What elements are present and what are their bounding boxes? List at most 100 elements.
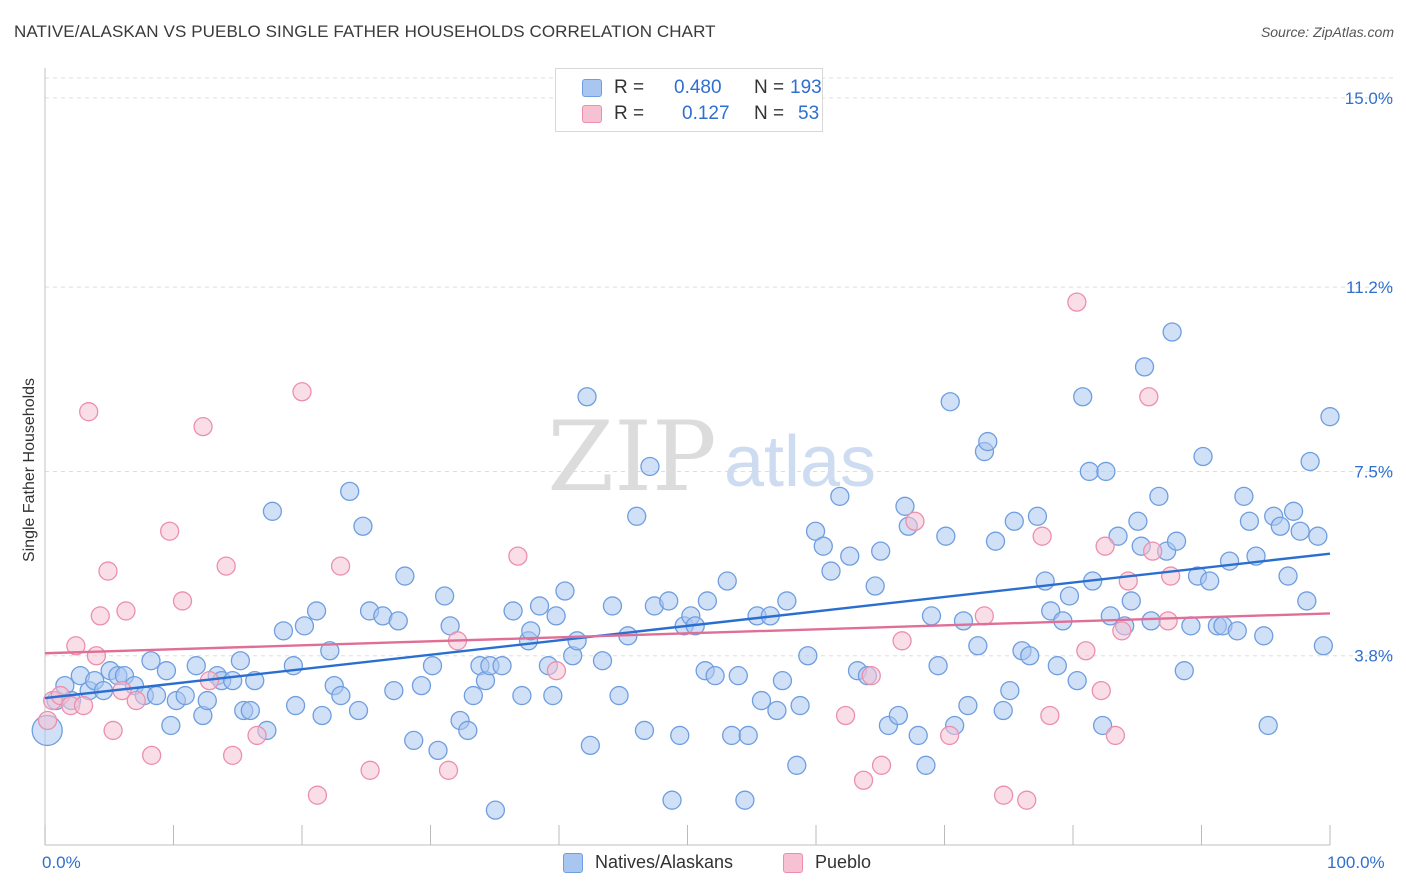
point-natives-alaskans <box>928 656 948 676</box>
point-natives-alaskans <box>1193 446 1213 467</box>
point-pueblo <box>835 705 856 726</box>
point-natives-alaskans <box>1181 616 1201 636</box>
point-natives-alaskans <box>262 501 283 521</box>
point-natives-alaskans <box>1027 506 1048 526</box>
point-natives-alaskans <box>830 486 850 507</box>
y-tick-label: 15.0% <box>1345 89 1393 108</box>
point-natives-alaskans <box>953 611 974 631</box>
point-natives-alaskans <box>813 536 833 556</box>
legend-r-value: 0.127 <box>682 103 730 124</box>
point-pueblo <box>360 760 380 780</box>
point-natives-alaskans <box>411 675 432 696</box>
point-natives-alaskans <box>353 516 373 536</box>
point-natives-alaskans <box>1059 586 1080 606</box>
point-pueblo <box>939 725 960 746</box>
y-axis-label: Single Father Households <box>21 377 38 563</box>
point-natives-alaskans <box>230 651 251 671</box>
point-natives-alaskans <box>1096 461 1116 482</box>
point-pueblo <box>126 690 146 711</box>
legend-n-value: 53 <box>798 103 820 124</box>
point-natives-alaskans <box>728 666 748 686</box>
legend-r-label: R = <box>614 77 645 98</box>
legend-r-value: 0.480 <box>674 77 722 98</box>
legend-r-label: R = <box>614 103 645 124</box>
trend-lines <box>44 552 1331 700</box>
bottom-legend-swatch-pueblo <box>783 853 803 873</box>
point-pueblo <box>1112 621 1132 641</box>
watermark-atlas: atlas <box>724 422 876 502</box>
point-natives-alaskans <box>512 685 532 706</box>
point-pueblo <box>1017 790 1037 810</box>
point-pueblo <box>1076 641 1096 661</box>
point-pueblo <box>1095 536 1115 556</box>
point-natives-alaskans <box>463 685 483 706</box>
point-pueblo <box>1032 526 1052 546</box>
legend-n-label: N = <box>754 103 785 124</box>
point-natives-alaskans <box>1134 357 1155 377</box>
point-natives-alaskans <box>958 695 978 716</box>
point-natives-alaskans <box>577 387 597 407</box>
point-natives-alaskans <box>985 531 1006 551</box>
point-natives-alaskans <box>1300 451 1320 472</box>
point-natives-alaskans <box>871 541 891 561</box>
point-natives-alaskans <box>670 725 690 746</box>
point-pueblo <box>546 661 567 681</box>
point-natives-alaskans <box>156 661 177 681</box>
legend-swatch-natives <box>582 79 602 97</box>
point-natives-alaskans <box>1200 571 1220 591</box>
chart-title: NATIVE/ALASKAN VS PUEBLO SINGLE FATHER H… <box>14 22 716 41</box>
point-pueblo <box>974 606 994 626</box>
point-pueblo <box>86 646 107 666</box>
trend-line-natives-alaskans <box>44 552 1331 700</box>
legend-n-label: N = <box>754 77 785 98</box>
point-natives-alaskans <box>395 566 415 586</box>
legend-n-value: 193 <box>790 77 822 98</box>
point-natives-alaskans <box>384 680 404 701</box>
point-pueblo <box>1139 387 1159 407</box>
point-natives-alaskans <box>1313 636 1334 656</box>
point-pueblo <box>79 402 99 422</box>
point-natives-alaskans <box>1219 551 1240 571</box>
point-natives-alaskans <box>186 656 206 676</box>
point-pueblo <box>438 760 459 780</box>
point-natives-alaskans <box>1079 461 1099 482</box>
point-natives-alaskans <box>1162 322 1182 342</box>
point-natives-alaskans <box>805 521 826 541</box>
point-pueblo <box>307 785 328 805</box>
point-natives-alaskans <box>388 611 408 631</box>
point-natives-alaskans <box>865 576 885 596</box>
point-pueblo <box>871 755 892 775</box>
point-natives-alaskans <box>240 700 260 721</box>
point-natives-alaskans <box>348 700 369 721</box>
point-pueblo <box>216 556 236 576</box>
point-natives-alaskans <box>294 616 315 636</box>
point-natives-alaskans <box>503 601 523 621</box>
point-pueblo <box>1143 541 1163 561</box>
point-natives-alaskans <box>751 690 772 711</box>
point-natives-alaskans <box>705 666 725 686</box>
point-natives-alaskans <box>1166 531 1187 551</box>
point-pueblo <box>193 416 213 437</box>
bottom-legend-label: Pueblo <box>815 852 872 872</box>
point-natives-alaskans <box>1128 511 1148 531</box>
point-pueblo <box>853 770 874 790</box>
point-natives-alaskans <box>1297 591 1317 611</box>
point-natives-alaskans <box>662 790 682 810</box>
x-tick-label-min: 0.0% <box>42 853 81 872</box>
x-tick-label-max: 100.0% <box>1327 853 1385 872</box>
y-tick-label: 3.8% <box>1354 647 1393 666</box>
point-natives-alaskans <box>821 561 841 581</box>
point-natives-alaskans <box>1141 611 1161 631</box>
point-natives-alaskans <box>659 591 679 611</box>
point-natives-alaskans <box>546 606 566 626</box>
series-pueblo <box>37 292 1181 810</box>
point-pueblo <box>66 636 86 656</box>
point-pueblo <box>1067 292 1087 312</box>
point-natives-alaskans <box>940 392 960 412</box>
point-pueblo <box>892 631 912 651</box>
point-natives-alaskans <box>1149 486 1169 507</box>
point-natives-alaskans <box>567 631 587 651</box>
bottom-legend-swatch-natives <box>563 853 583 873</box>
point-natives-alaskans <box>609 685 629 706</box>
point-natives-alaskans <box>141 651 161 671</box>
